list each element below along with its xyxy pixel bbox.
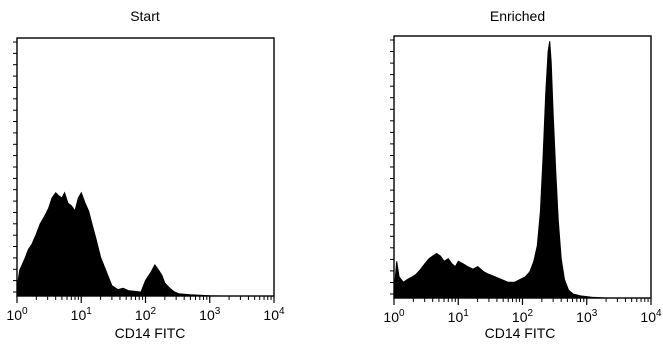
chart-panel-start: Start 100 101 102 103 104 CD14 FITC — [0, 0, 300, 346]
histogram-area — [16, 191, 274, 297]
x-tick-label: 101 — [71, 306, 93, 323]
x-tick-label: 104 — [263, 306, 285, 323]
x-tick-label: 100 — [6, 306, 28, 323]
x-tick-label: 103 — [199, 306, 221, 323]
chart-start-svg: 100 101 102 103 104 — [6, 37, 285, 323]
x-tick-label: 104 — [640, 308, 662, 325]
histogram-area — [393, 41, 651, 299]
x-tick-label: 102 — [135, 306, 157, 323]
chart-panel-enriched: Enriched 100 101 102 103 104 CD14 FITC — [375, 0, 663, 346]
x-tick-label: 102 — [512, 308, 534, 325]
x-axis-title: CD14 FITC — [114, 325, 186, 341]
chart-title: Enriched — [489, 8, 546, 24]
chart-title: Start — [130, 8, 160, 24]
x-tick-label: 100 — [383, 308, 405, 325]
x-tick-label: 101 — [448, 308, 470, 325]
x-axis-title: CD14 FITC — [484, 325, 556, 341]
chart-enriched-svg: 100 101 102 103 104 — [383, 35, 662, 325]
x-tick-label: 103 — [576, 308, 598, 325]
